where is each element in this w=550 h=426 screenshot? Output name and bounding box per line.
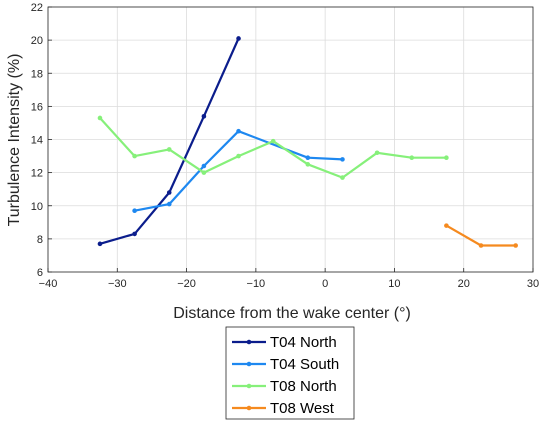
data-point-t04-south (340, 157, 345, 162)
legend-marker-t04-south (246, 361, 252, 367)
data-point-t04-north (201, 114, 207, 119)
y-tick-label: 16 (31, 101, 43, 113)
x-axis-label: Distance from the wake center (°) (173, 305, 411, 322)
legend: T04 North T04 South T08 North T08 West (225, 326, 355, 420)
y-tick-label: 6 (37, 267, 43, 279)
data-point-t08-north (340, 175, 345, 180)
legend-label-t08-west: T08 West (270, 400, 335, 417)
legend-label-t04-north: T04 North (270, 334, 337, 351)
x-tick-label: 30 (527, 278, 539, 290)
x-tick-label: −10 (247, 278, 266, 290)
data-point-t04-south (305, 155, 311, 161)
data-point-t08-west (444, 223, 449, 228)
data-point-t08-north (201, 170, 207, 175)
data-point-t08-west (513, 243, 518, 248)
x-tick-label: 20 (458, 278, 470, 290)
y-tick-label: 18 (31, 68, 43, 80)
data-point-t04-south (201, 163, 207, 169)
data-point-t08-west (478, 243, 484, 248)
data-point-t04-north (132, 231, 137, 237)
data-point-t08-north (305, 162, 311, 167)
x-tick-label: 0 (322, 278, 328, 290)
y-tick-label: 10 (31, 201, 43, 213)
x-tick-label: 10 (388, 278, 400, 290)
data-point-t08-north (409, 155, 415, 161)
y-tick-label: 8 (37, 234, 43, 246)
data-point-t08-north (374, 150, 380, 156)
data-point-t08-north (444, 155, 449, 161)
legend-marker-t08-west (246, 405, 252, 411)
y-tick-label: 20 (31, 35, 43, 47)
data-point-t04-north (236, 36, 241, 41)
data-point-t08-north (132, 153, 137, 159)
legend-marker-t04-north (246, 339, 252, 345)
series-line-t04-south (134, 130, 343, 212)
data-point-t08-north (166, 147, 172, 152)
data-point-t08-north (236, 153, 241, 159)
legend-marker-t08-north (246, 383, 252, 389)
legend-label-t04-south: T04 South (270, 356, 339, 373)
series-line-t08-west (445, 224, 516, 247)
data-point-t08-north (270, 138, 276, 144)
legend-label-t08-north: T08 North (270, 378, 337, 395)
data-point-t04-north (166, 190, 172, 195)
data-point-t04-south (236, 128, 241, 134)
x-tick-label: −20 (177, 278, 196, 290)
y-axis-label: Turbulence Intensity (%) (6, 54, 23, 227)
data-point-t08-north (97, 115, 103, 121)
y-tick-label: 14 (31, 135, 43, 147)
x-tick-label: −40 (39, 278, 58, 290)
x-tick-label: −30 (108, 278, 127, 290)
y-tick-label: 12 (31, 168, 43, 180)
data-series (97, 36, 518, 248)
data-point-t04-south (166, 201, 172, 207)
y-tick-label: 22 (31, 2, 43, 14)
data-point-t04-north (97, 241, 103, 247)
data-point-t04-south (132, 208, 137, 214)
tick-labels: −40 −30 −20 −10 0 10 20 30 6 8 10 12 14 16 18 20 22 (31, 2, 539, 290)
